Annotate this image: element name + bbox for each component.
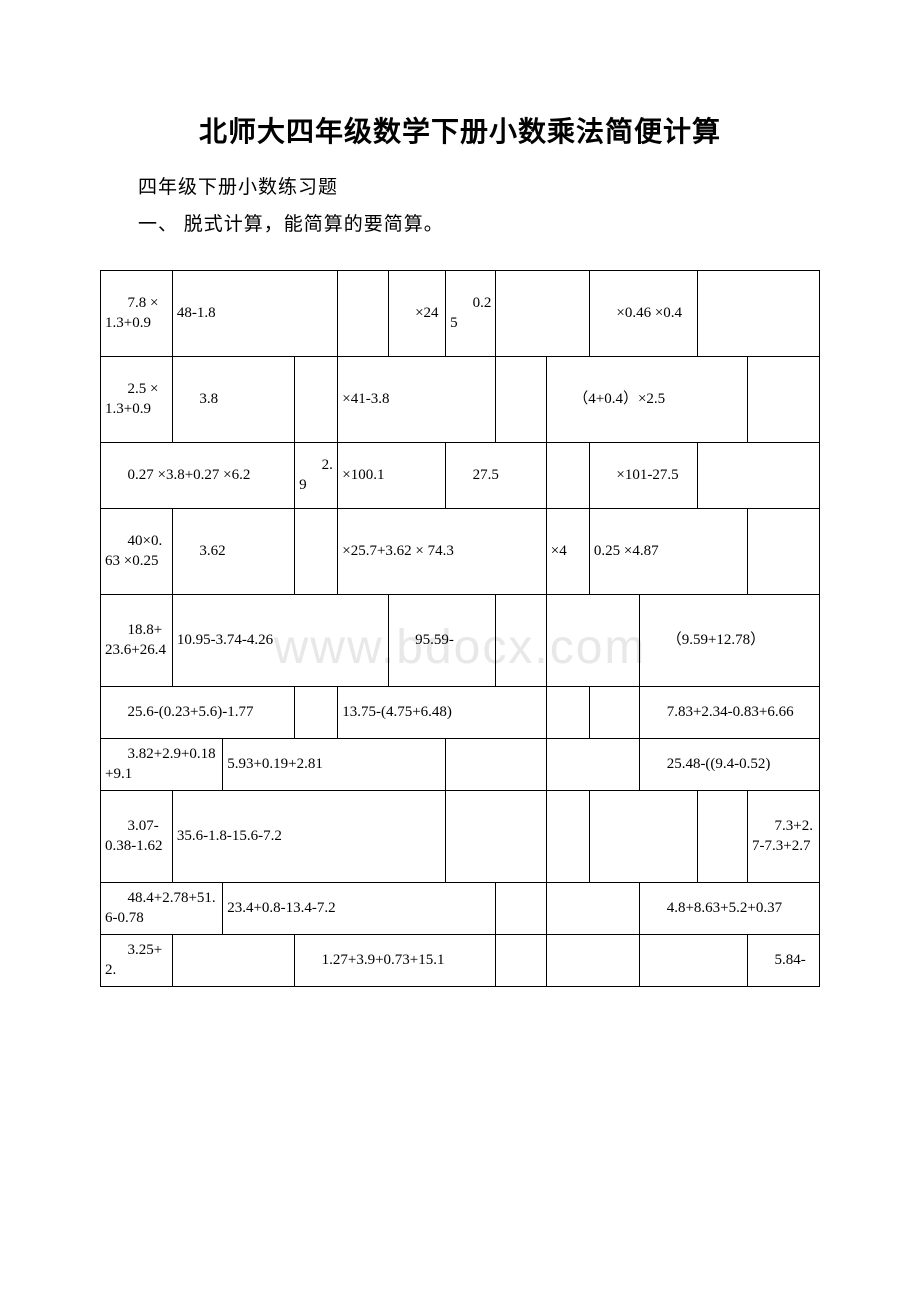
cell: （4+0.4）×2.5 bbox=[546, 357, 747, 443]
cell: ×25.7+3.62 × 74.3 bbox=[338, 509, 547, 595]
cell: 95.59- bbox=[388, 595, 496, 687]
worksheet-table: 7.8 ×1.3+0.9 48-1.8 ×24 0.25 ×0.46 ×0.4 … bbox=[100, 270, 820, 987]
cell: 10.95-3.74-4.26 bbox=[172, 595, 388, 687]
cell: 0.25 ×4.87 bbox=[589, 509, 747, 595]
cell: 25.6-(0.23+5.6)-1.77 bbox=[101, 687, 295, 739]
cell bbox=[546, 443, 589, 509]
cell bbox=[546, 595, 639, 687]
cell bbox=[496, 357, 546, 443]
cell: 0.27 ×3.8+0.27 ×6.2 bbox=[101, 443, 295, 509]
table-row: 3.82+2.9+0.18+9.1 5.93+0.19+2.81 25.48-(… bbox=[101, 739, 820, 791]
cell bbox=[546, 739, 639, 791]
cell: ×0.46 ×0.4 bbox=[589, 271, 697, 357]
cell bbox=[748, 509, 820, 595]
cell bbox=[295, 509, 338, 595]
cell: 5.93+0.19+2.81 bbox=[223, 739, 446, 791]
cell bbox=[697, 443, 819, 509]
cell: 27.5 bbox=[446, 443, 547, 509]
worksheet-table-wrap: 7.8 ×1.3+0.9 48-1.8 ×24 0.25 ×0.46 ×0.4 … bbox=[100, 270, 820, 987]
table-row: 25.6-(0.23+5.6)-1.77 13.75-(4.75+6.48) 7… bbox=[101, 687, 820, 739]
cell bbox=[546, 687, 589, 739]
table-row: 18.8+23.6+26.4 10.95-3.74-4.26 95.59- （9… bbox=[101, 595, 820, 687]
cell bbox=[338, 271, 388, 357]
cell bbox=[748, 357, 820, 443]
subtitle-1: 四年级下册小数练习题 bbox=[100, 172, 820, 199]
cell bbox=[496, 271, 589, 357]
table-row: 3.25+2. 1.27+3.9+0.73+15.1 5.84- bbox=[101, 935, 820, 987]
page-title: 北师大四年级数学下册小数乘法简便计算 bbox=[100, 110, 820, 150]
cell: ×24 bbox=[388, 271, 446, 357]
cell: ×100.1 bbox=[338, 443, 446, 509]
cell bbox=[589, 687, 639, 739]
cell: 3.25+2. bbox=[101, 935, 173, 987]
table-row: 0.27 ×3.8+0.27 ×6.2 2.9 ×100.1 27.5 ×101… bbox=[101, 443, 820, 509]
table-row: 2.5 ×1.3+0.9 3.8 ×41-3.8 （4+0.4）×2.5 bbox=[101, 357, 820, 443]
cell: 35.6-1.8-15.6-7.2 bbox=[172, 791, 445, 883]
cell bbox=[295, 687, 338, 739]
cell: 48-1.8 bbox=[172, 271, 337, 357]
cell: ×4 bbox=[546, 509, 589, 595]
cell: ×41-3.8 bbox=[338, 357, 496, 443]
cell: 0.25 bbox=[446, 271, 496, 357]
cell bbox=[589, 791, 697, 883]
cell: 7.3+2.7-7.3+2.7 bbox=[748, 791, 820, 883]
cell bbox=[446, 739, 547, 791]
cell bbox=[496, 595, 546, 687]
cell bbox=[546, 935, 639, 987]
cell: ×101-27.5 bbox=[589, 443, 697, 509]
cell: 2.5 ×1.3+0.9 bbox=[101, 357, 173, 443]
cell bbox=[172, 935, 294, 987]
cell: 3.07-0.38-1.62 bbox=[101, 791, 173, 883]
subtitle-2: 一、 脱式计算，能简算的要简算。 bbox=[100, 209, 820, 236]
cell: 48.4+2.78+51.6-0.78 bbox=[101, 883, 223, 935]
cell bbox=[546, 791, 589, 883]
table-row: 3.07-0.38-1.62 35.6-1.8-15.6-7.2 7.3+2.7… bbox=[101, 791, 820, 883]
cell: 7.83+2.34-0.83+6.66 bbox=[640, 687, 820, 739]
cell: 3.62 bbox=[172, 509, 294, 595]
cell: 3.8 bbox=[172, 357, 294, 443]
cell: 18.8+23.6+26.4 bbox=[101, 595, 173, 687]
cell bbox=[295, 357, 338, 443]
table-row: 40×0.63 ×0.25 3.62 ×25.7+3.62 × 74.3 ×4 … bbox=[101, 509, 820, 595]
cell: 5.84- bbox=[748, 935, 820, 987]
cell bbox=[697, 791, 747, 883]
cell: 13.75-(4.75+6.48) bbox=[338, 687, 547, 739]
cell: 40×0.63 ×0.25 bbox=[101, 509, 173, 595]
cell: 3.82+2.9+0.18+9.1 bbox=[101, 739, 223, 791]
table-row: 7.8 ×1.3+0.9 48-1.8 ×24 0.25 ×0.46 ×0.4 bbox=[101, 271, 820, 357]
cell bbox=[640, 935, 748, 987]
cell: 7.8 ×1.3+0.9 bbox=[101, 271, 173, 357]
cell bbox=[446, 791, 547, 883]
cell: 1.27+3.9+0.73+15.1 bbox=[295, 935, 496, 987]
cell bbox=[496, 935, 546, 987]
cell: 2.9 bbox=[295, 443, 338, 509]
cell bbox=[697, 271, 819, 357]
cell: 25.48-((9.4-0.52) bbox=[640, 739, 820, 791]
cell: 23.4+0.8-13.4-7.2 bbox=[223, 883, 496, 935]
cell bbox=[546, 883, 639, 935]
page-content: 北师大四年级数学下册小数乘法简便计算 四年级下册小数练习题 一、 脱式计算，能简… bbox=[100, 110, 820, 987]
table-row: 48.4+2.78+51.6-0.78 23.4+0.8-13.4-7.2 4.… bbox=[101, 883, 820, 935]
cell: （9.59+12.78） bbox=[640, 595, 820, 687]
cell: 4.8+8.63+5.2+0.37 bbox=[640, 883, 820, 935]
cell bbox=[496, 883, 546, 935]
